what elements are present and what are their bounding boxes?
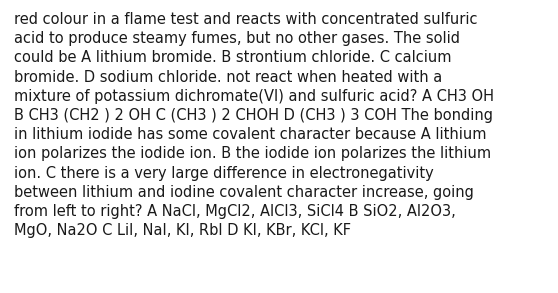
Text: red colour in a flame test and reacts with concentrated sulfuric
acid to produce: red colour in a flame test and reacts wi…: [14, 12, 494, 238]
